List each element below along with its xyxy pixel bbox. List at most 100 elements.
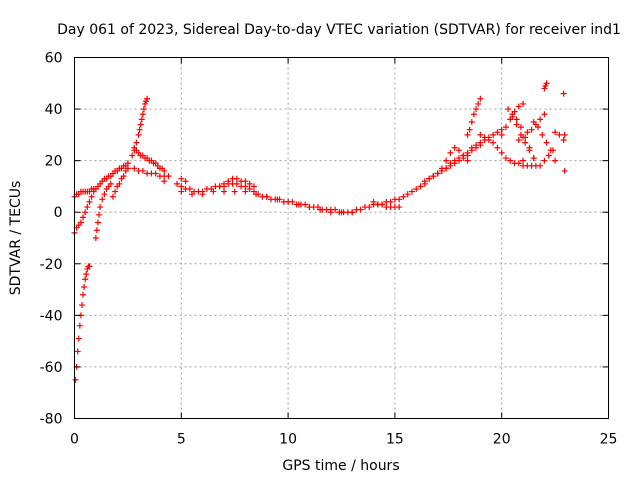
data-point	[466, 126, 473, 133]
data-point	[90, 186, 97, 193]
data-point	[99, 196, 106, 203]
data-point	[528, 126, 535, 133]
data-point	[505, 106, 512, 113]
data-point	[530, 155, 537, 162]
data-point	[494, 144, 501, 151]
y-tick-label: -80	[40, 412, 63, 428]
data-point	[182, 178, 189, 185]
data-point	[357, 206, 364, 213]
data-point	[426, 175, 433, 182]
data-point	[513, 121, 520, 128]
data-point	[178, 188, 185, 195]
data-point	[481, 134, 488, 141]
series-group	[129, 95, 151, 159]
series-group	[178, 188, 345, 216]
data-point	[93, 227, 100, 234]
data-point	[379, 201, 386, 208]
axis-ticks	[74, 57, 609, 419]
y-tick-label: 0	[54, 205, 63, 221]
data-point	[82, 276, 89, 283]
data-point	[517, 124, 524, 131]
data-point	[408, 188, 415, 195]
data-point	[451, 144, 458, 151]
data-point	[498, 149, 505, 156]
data-point	[161, 178, 168, 185]
series-group	[477, 131, 535, 169]
data-point	[475, 100, 482, 107]
data-point	[78, 302, 85, 309]
data-point	[543, 139, 550, 146]
data-point	[539, 131, 546, 138]
data-point	[116, 180, 123, 187]
data-point	[560, 137, 567, 144]
data-point	[186, 186, 193, 193]
data-point	[413, 186, 420, 193]
data-point	[537, 116, 544, 123]
data-point	[139, 111, 146, 118]
data-point	[135, 131, 142, 138]
data-point	[88, 193, 95, 200]
data-point	[129, 152, 136, 159]
data-point	[387, 198, 394, 205]
series-group	[71, 160, 131, 236]
series-group	[161, 90, 568, 185]
data-point	[97, 204, 104, 211]
data-point	[86, 198, 93, 205]
series-group	[174, 180, 356, 216]
data-point	[137, 121, 144, 128]
data-point	[178, 175, 185, 182]
data-point	[285, 198, 292, 205]
data-point	[225, 178, 232, 185]
data-point	[490, 139, 497, 146]
data-point	[541, 157, 548, 164]
data-point	[524, 129, 531, 136]
data-point	[404, 191, 411, 198]
plot-frame	[74, 57, 609, 419]
series-group	[216, 175, 257, 190]
data-point	[74, 348, 81, 355]
series-group	[537, 147, 556, 169]
data-point	[131, 165, 138, 172]
data-point	[473, 106, 480, 113]
data-point	[86, 263, 93, 270]
data-point	[520, 100, 527, 107]
series-group	[464, 95, 484, 138]
data-point	[526, 144, 533, 151]
data-point	[560, 90, 567, 97]
data-point	[549, 147, 556, 154]
data-point	[317, 206, 324, 213]
data-point	[144, 95, 151, 102]
data-point	[178, 183, 185, 190]
data-point	[545, 152, 552, 159]
data-point	[477, 95, 484, 102]
data-point	[477, 131, 484, 138]
data-point	[242, 183, 249, 190]
data-point	[520, 157, 527, 164]
data-point	[468, 147, 475, 154]
data-point	[253, 191, 260, 198]
data-point	[561, 167, 568, 174]
data-point	[165, 173, 172, 180]
data-point	[473, 144, 480, 151]
data-point	[502, 124, 509, 131]
data-point	[75, 335, 82, 342]
data-point	[77, 219, 84, 226]
data-point	[174, 180, 181, 187]
data-point	[124, 165, 131, 172]
series-group	[72, 263, 93, 383]
data-points	[71, 80, 568, 383]
data-point	[464, 131, 471, 138]
data-point	[152, 170, 159, 177]
data-point	[494, 129, 501, 136]
y-tick-label: -20	[40, 257, 63, 273]
data-point	[396, 204, 403, 211]
data-point	[541, 111, 548, 118]
data-point	[72, 376, 79, 383]
x-tick-labels: 0 5 10 15 20 25	[70, 432, 617, 448]
data-point	[231, 188, 238, 195]
grid-lines	[74, 57, 609, 419]
data-point	[535, 124, 542, 131]
x-tick-label: 15	[386, 432, 404, 448]
data-point	[81, 283, 88, 290]
